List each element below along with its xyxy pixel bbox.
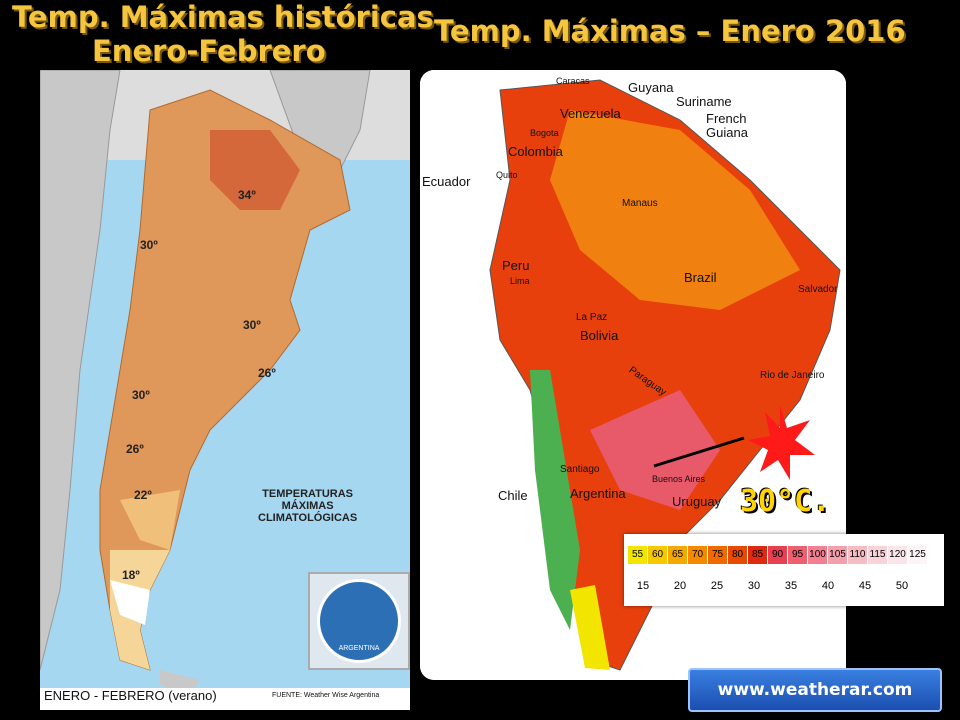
left-title-line2: Enero-Febrero	[92, 34, 326, 68]
smn-logo: ARGENTINA	[308, 572, 410, 670]
legend-f-cell: 75	[708, 546, 727, 564]
place-label: Santiago	[560, 464, 600, 475]
place-label: Suriname	[676, 94, 732, 109]
place-label: Lima	[510, 276, 530, 286]
isotherm-label: 26º	[258, 366, 276, 380]
place-label: Chile	[498, 488, 528, 503]
legend-f-cell: 115	[868, 546, 887, 564]
map-heading-line2: MÁXIMAS	[281, 500, 334, 512]
map-period: ENERO - FEBRERO (verano)	[44, 688, 217, 703]
isotherm-label: 30º	[132, 388, 150, 402]
place-label: Bogota	[530, 128, 559, 138]
legend-f-cell: 80	[728, 546, 747, 564]
place-label: Venezuela	[560, 106, 621, 121]
place-label: La Paz	[576, 312, 608, 323]
isotherm-label: 30º	[140, 238, 158, 252]
isotherm-label: 18º	[122, 568, 140, 582]
legend-f-cell: 70	[688, 546, 707, 564]
isotherm-label: 30º	[243, 318, 261, 332]
map-heading-line3: CLIMATOLÓGICAS	[258, 512, 358, 524]
logo-text: ARGENTINA	[338, 645, 380, 652]
legend-f-cell: 125	[908, 546, 927, 564]
place-label: Argentina	[570, 486, 626, 501]
map-heading-line1: TEMPERATURAS	[262, 488, 354, 500]
legend-f-cell: 110	[848, 546, 867, 564]
place-label: Guyana	[628, 80, 674, 95]
legend-f-cell: 65	[668, 546, 687, 564]
place-label: Rio de Janeiro	[760, 370, 825, 381]
place-label: Uruguay	[672, 494, 722, 509]
place-label: Quito	[496, 170, 518, 180]
legend-c-cell: 50	[895, 580, 909, 592]
map-source: FUENTE: Weather Wise Argentina	[272, 692, 380, 699]
legend-f-cell: 105	[828, 546, 847, 564]
legend-c-cell: 25	[710, 580, 724, 592]
legend-f-cell: 120	[888, 546, 907, 564]
argentina-map-graphic	[40, 70, 410, 710]
place-label: Buenos Aires	[652, 474, 706, 484]
legend-c-cell: 35	[784, 580, 798, 592]
left-title-line1: Temp. Máximas históricas	[12, 0, 434, 34]
map-footer: ENERO - FEBRERO (verano) FUENTE: Weather…	[40, 688, 410, 710]
website-link[interactable]: www.weatherar.com	[688, 668, 942, 712]
legend-f-cell: 100	[808, 546, 827, 564]
legend-c-cell: 15	[636, 580, 650, 592]
isotherm-label: 22º	[134, 488, 152, 502]
legend-f-cell: 55	[628, 546, 647, 564]
map-heading: TEMPERATURAS MÁXIMAS CLIMATOLÓGICAS	[258, 488, 357, 524]
legend-f-cell: 85	[748, 546, 767, 564]
legend-f-cell: 90	[768, 546, 787, 564]
place-label: Ecuador	[422, 174, 471, 189]
place-label: Colombia	[508, 144, 563, 159]
place-label: French Guiana	[706, 111, 748, 141]
legend-f-cell: 60	[648, 546, 667, 564]
place-label: Salvador	[798, 284, 838, 295]
temperature-legend: 55 60 65 70 75 80 85 90 95 100 105 110 115 120 125 15 2…	[624, 534, 944, 606]
place-label: Bolivia	[580, 328, 619, 343]
legend-c-cell: 40	[821, 580, 835, 592]
temperature-callout: 30°C.	[740, 484, 831, 519]
isotherm-label: 26º	[126, 442, 144, 456]
argentina-climatology-map: 34º 30º 30º 26º 30º 26º 22º 18º TEMPERAT…	[40, 70, 410, 710]
right-title: Temp. Máximas – Enero 2016	[434, 14, 906, 48]
legend-c-cell: 45	[858, 580, 872, 592]
place-label: Caracas	[556, 76, 590, 86]
legend-c-cell: 30	[747, 580, 761, 592]
legend-c-cell: 20	[673, 580, 687, 592]
place-label: Brazil	[684, 270, 717, 285]
legend-f-cell: 95	[788, 546, 807, 564]
place-label: Peru	[502, 258, 530, 273]
isotherm-label: 34º	[238, 188, 256, 202]
heat-burst-icon	[653, 405, 815, 480]
place-label: Manaus	[622, 198, 658, 209]
